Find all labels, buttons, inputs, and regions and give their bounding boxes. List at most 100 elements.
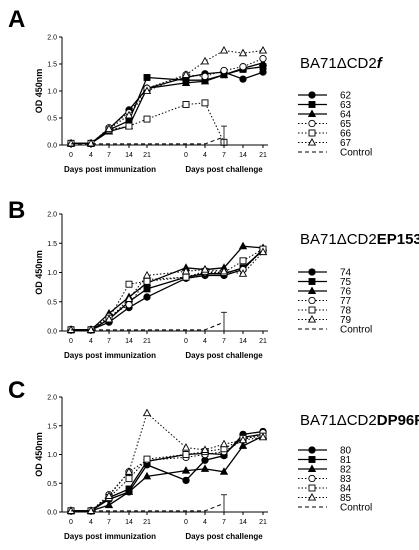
chart-title: BA71ΔCD2DP96R bbox=[300, 412, 419, 429]
data-point bbox=[143, 115, 151, 123]
data-point bbox=[181, 78, 191, 86]
series-66 bbox=[67, 99, 228, 147]
data-point bbox=[143, 277, 151, 285]
legend-label: 78 bbox=[340, 306, 352, 317]
x-tick-label: 21 bbox=[259, 152, 267, 159]
data-point bbox=[219, 439, 229, 448]
y-axis-label: OD 450nm bbox=[34, 432, 44, 477]
data-point bbox=[181, 266, 191, 275]
x-tick-label: 21 bbox=[143, 152, 151, 159]
legend-marker bbox=[307, 314, 317, 323]
legend-label: Control bbox=[340, 148, 372, 159]
data-point bbox=[142, 270, 152, 279]
data-point bbox=[200, 76, 210, 85]
series-control bbox=[71, 494, 227, 513]
y-tick-label: 0.0 bbox=[47, 329, 57, 336]
legend-item: 78 bbox=[298, 306, 352, 317]
chart-title: BA71ΔCD2f bbox=[300, 55, 384, 72]
y-tick-label: 0.0 bbox=[47, 510, 57, 517]
legend-marker bbox=[308, 306, 316, 314]
data-point bbox=[124, 294, 134, 302]
data-point bbox=[86, 138, 96, 147]
series-67 bbox=[66, 45, 268, 147]
y-axis-label: OD 450nm bbox=[34, 250, 44, 295]
legend-item: 74 bbox=[298, 268, 352, 279]
data-point bbox=[258, 247, 268, 256]
x-tick-label: 7 bbox=[107, 152, 111, 159]
legend-item: 81 bbox=[298, 455, 352, 466]
x-tick-label: 0 bbox=[69, 152, 73, 159]
series-line bbox=[71, 249, 264, 331]
legend-item: 76 bbox=[298, 286, 352, 298]
x-tick-label: 4 bbox=[89, 338, 93, 345]
data-point bbox=[125, 122, 133, 130]
panel-letter: B bbox=[8, 197, 25, 224]
series-line bbox=[71, 502, 225, 512]
legend-marker bbox=[307, 286, 317, 295]
data-point bbox=[219, 45, 229, 54]
data-point bbox=[124, 110, 134, 119]
series-line bbox=[71, 248, 264, 331]
legend-marker bbox=[308, 296, 316, 305]
legend-label: 76 bbox=[340, 287, 352, 298]
legend-item: 62 bbox=[298, 91, 352, 102]
legend-label: 77 bbox=[340, 296, 352, 307]
series-64 bbox=[66, 58, 268, 147]
legend-marker bbox=[308, 91, 316, 99]
x-tick-label: 14 bbox=[239, 519, 247, 526]
data-point bbox=[219, 467, 229, 475]
x-tick-label: 14 bbox=[125, 338, 133, 345]
data-point bbox=[142, 471, 152, 480]
data-point bbox=[259, 54, 267, 63]
legend-label: 84 bbox=[340, 484, 352, 495]
series-control bbox=[71, 125, 227, 146]
y-tick-label: 2.0 bbox=[47, 395, 57, 402]
data-point bbox=[125, 280, 133, 288]
legend-label: 67 bbox=[340, 138, 352, 149]
series-line bbox=[71, 66, 264, 145]
series-line bbox=[71, 251, 264, 331]
data-point bbox=[238, 241, 248, 250]
legend-marker bbox=[308, 474, 316, 483]
legend-marker bbox=[307, 109, 317, 118]
legend-item: 65 bbox=[298, 119, 352, 130]
series-65 bbox=[67, 54, 267, 148]
y-tick-label: 1.5 bbox=[47, 241, 57, 248]
data-point bbox=[142, 408, 152, 417]
legend-item: Control bbox=[298, 325, 372, 336]
panel-letter: A bbox=[8, 6, 25, 33]
data-point bbox=[238, 435, 248, 444]
x-axis-label-immunization: Days post immunization bbox=[64, 165, 156, 174]
x-axis-label-immunization: Days post immunization bbox=[64, 351, 156, 360]
x-tick-label: 14 bbox=[125, 519, 133, 526]
legend-marker bbox=[308, 129, 316, 137]
x-tick-label: 7 bbox=[222, 338, 226, 345]
series-line bbox=[71, 249, 264, 331]
legend-label: 64 bbox=[340, 110, 352, 121]
legend-label: 62 bbox=[340, 91, 352, 102]
data-point bbox=[66, 138, 76, 147]
legend-item: 79 bbox=[298, 314, 352, 326]
data-point bbox=[104, 491, 114, 499]
data-point bbox=[200, 265, 210, 273]
data-point bbox=[143, 293, 151, 301]
data-point bbox=[201, 72, 209, 81]
series-80 bbox=[67, 427, 267, 515]
x-tick-label: 21 bbox=[143, 519, 151, 526]
series-line bbox=[71, 136, 225, 145]
x-axis-label-challenge: Days post challenge bbox=[185, 351, 263, 360]
data-point bbox=[219, 266, 229, 275]
data-point bbox=[181, 466, 191, 474]
legend-item: 63 bbox=[298, 100, 352, 111]
series-line bbox=[71, 102, 225, 144]
y-tick-label: 0.5 bbox=[47, 299, 57, 306]
legend-item: 82 bbox=[298, 464, 352, 476]
series-line bbox=[71, 435, 264, 512]
x-tick-label: 14 bbox=[125, 152, 133, 159]
legend-label: 79 bbox=[340, 315, 352, 326]
series-78 bbox=[67, 245, 267, 334]
series-77 bbox=[67, 246, 267, 334]
legend-item: 77 bbox=[298, 296, 352, 307]
